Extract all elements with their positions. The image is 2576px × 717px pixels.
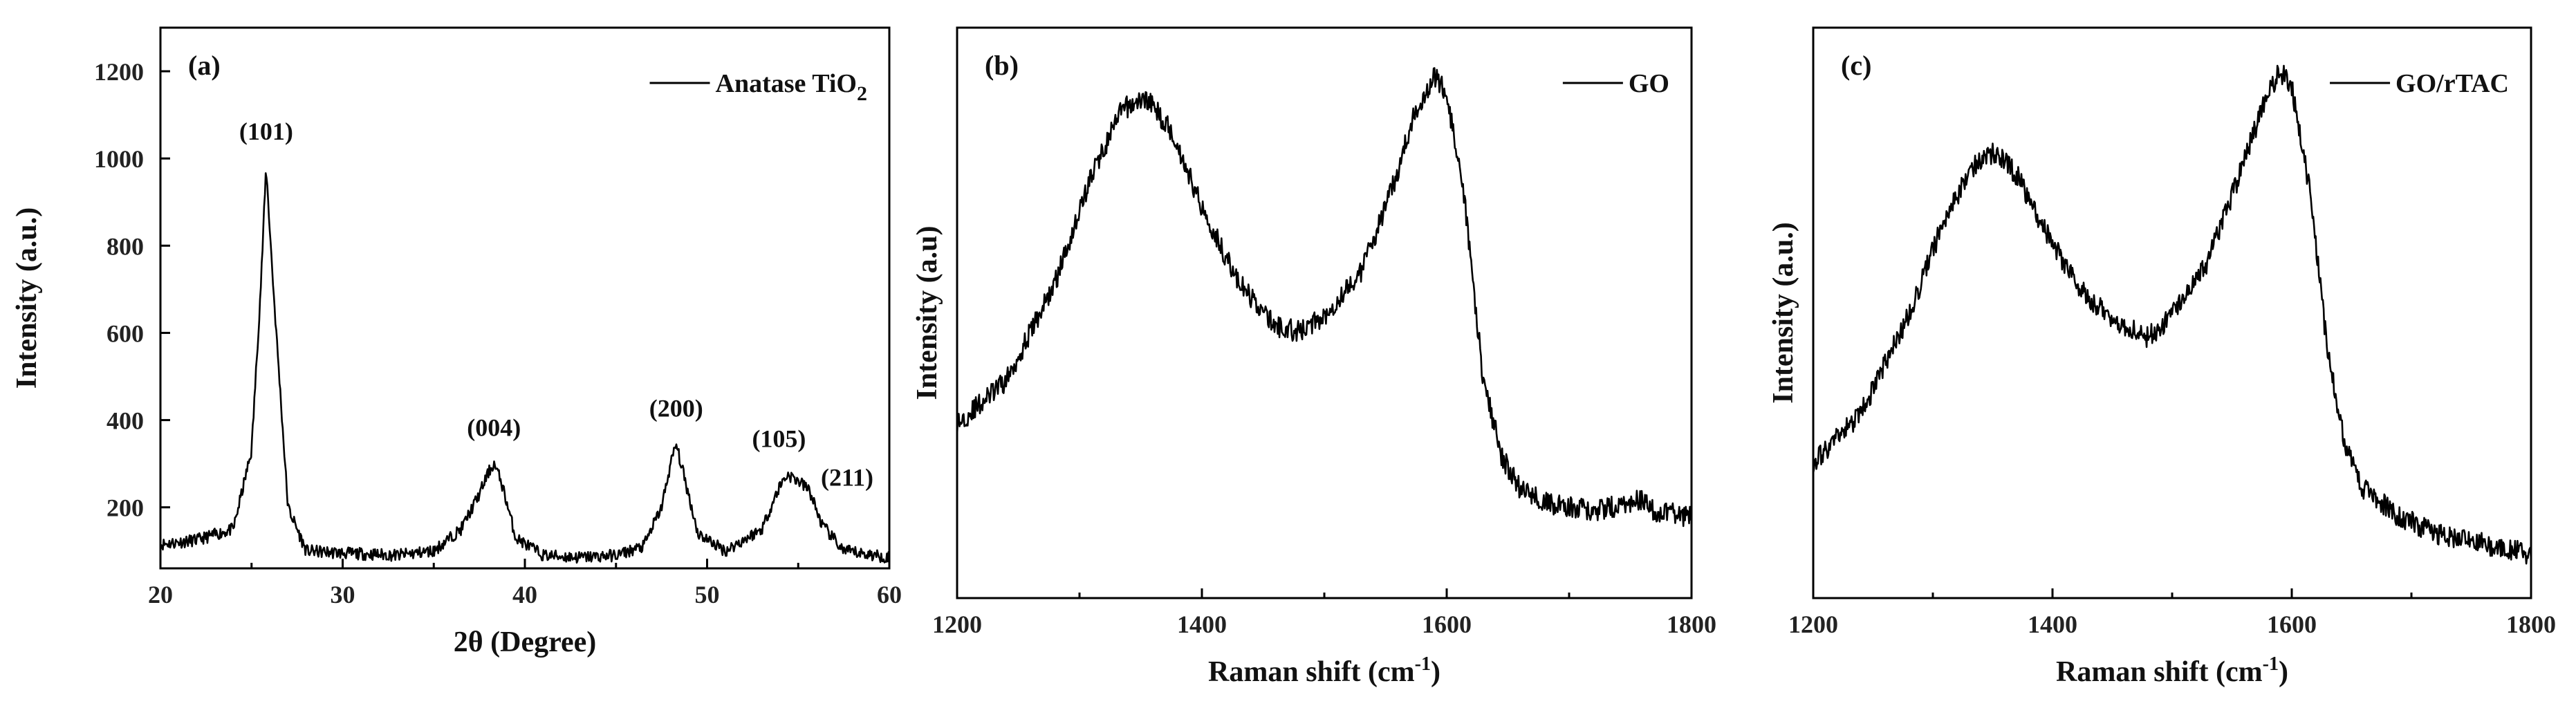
y-axis-title: Intensity (a.u.) <box>1768 222 1799 404</box>
x-tick-label: 1600 <box>2267 611 2317 638</box>
y-tick-label: 200 <box>106 494 144 522</box>
peak-label: (105) <box>752 425 806 452</box>
legend-label: Anatase TiO2 <box>716 69 867 105</box>
x-tick-label: 50 <box>695 581 720 608</box>
panel-label: (a) <box>188 50 221 81</box>
legend-label: GO <box>1629 69 1669 98</box>
x-tick-label: 1800 <box>2506 611 2556 638</box>
panel-label: (c) <box>1841 50 1871 81</box>
y-tick-label: 800 <box>106 232 144 260</box>
y-axis-title: Intensity (a.u) <box>911 225 943 400</box>
y-tick-label: 600 <box>106 319 144 347</box>
x-tick-label: 1400 <box>1177 611 1227 638</box>
x-tick-label: 1400 <box>2028 611 2077 638</box>
x-tick-label: 1600 <box>1422 611 1472 638</box>
x-tick-label: 1800 <box>1667 611 1716 638</box>
x-tick-label: 1200 <box>1788 611 1838 638</box>
peak-label: (004) <box>467 414 521 442</box>
x-axis-title: Raman shift (cm-1) <box>1208 653 1440 688</box>
chart-panel-b: 1200 1400 1600 1800 Raman shift (cm-1) Intens… <box>911 26 1716 688</box>
x-tick-label: 30 <box>331 581 355 608</box>
chart-panel-a: 20 30 40 50 60 200 400 600 800 1000 1200 2θ (Degree… <box>11 26 902 658</box>
panel-label: (b) <box>985 50 1019 81</box>
y-tick-label: 400 <box>106 407 144 435</box>
x-tick-label: 40 <box>512 581 537 608</box>
peak-label: (101) <box>239 118 293 145</box>
series-line-go <box>956 67 1693 528</box>
series-line-anatase-tio2 <box>159 172 891 564</box>
y-tick-label: 1200 <box>94 58 144 86</box>
legend-label: GO/rTAC <box>2396 69 2509 98</box>
x-axis-title: 2θ (Degree) <box>454 626 597 658</box>
x-axis-title: Raman shift (cm-1) <box>2056 653 2288 688</box>
chart-panel-c: 1200 1400 1600 1800 Raman shift (cm-1) Intens… <box>1768 26 2556 688</box>
x-tick-label: 20 <box>148 581 173 608</box>
y-tick-label: 1000 <box>94 145 144 173</box>
series-line-go-rtac <box>1812 64 2532 565</box>
peak-label: (211) <box>821 463 873 491</box>
x-tick-label: 1200 <box>932 611 982 638</box>
x-tick-label: 60 <box>877 581 902 608</box>
peak-label: (200) <box>649 394 703 422</box>
y-axis-title: Intensity (a.u.) <box>11 207 43 389</box>
